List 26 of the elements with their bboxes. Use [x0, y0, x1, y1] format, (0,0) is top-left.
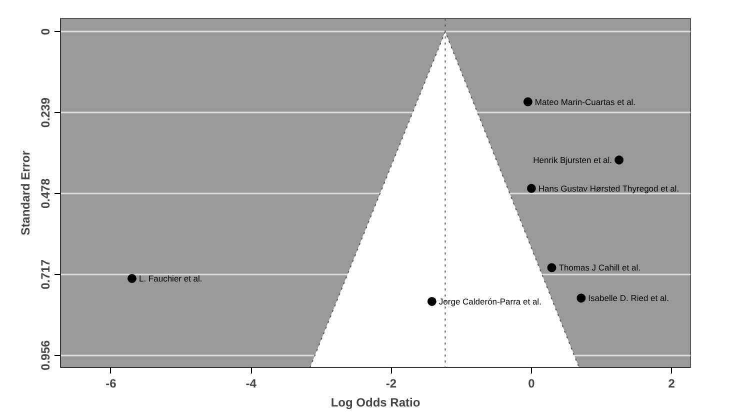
point: [127, 274, 136, 283]
point: [526, 184, 536, 193]
point: [576, 294, 586, 303]
y-tick-label: 0.239: [38, 97, 52, 128]
x-tick-label: -4: [246, 376, 257, 390]
y-tick-label: 0.717: [38, 259, 52, 290]
point: [427, 297, 436, 306]
y-tick-label: 0: [38, 28, 52, 36]
annotation: Thomas J Cahill et al.: [558, 262, 640, 273]
x-tick-label: 0: [528, 376, 536, 390]
point: [547, 263, 556, 272]
annotation: L. Fauchier et al.: [138, 273, 202, 284]
annotation: Mateo Marin-Cuartas et al.: [534, 96, 636, 107]
y-tick-label: 0.956: [38, 340, 52, 370]
annotation: Jorge Calderón-Parra et al.: [438, 296, 542, 306]
y-axis-title: Standard Error: [18, 150, 32, 236]
annotation: Hans Gustav Hørsted Thyregod et al.: [538, 183, 680, 194]
x-axis-title: Log Odds Ratio: [330, 396, 420, 410]
x-tick-label: 2: [668, 376, 676, 390]
x-tick-label: -2: [386, 376, 397, 390]
x-tick-label: -6: [106, 376, 117, 390]
y-tick-label: 0.478: [38, 178, 52, 209]
point: [523, 97, 532, 106]
annotation: Henrik Bjursten et al.: [533, 154, 612, 165]
point: [614, 156, 624, 164]
annotation: Isabelle D. Ried et al.: [588, 293, 669, 304]
